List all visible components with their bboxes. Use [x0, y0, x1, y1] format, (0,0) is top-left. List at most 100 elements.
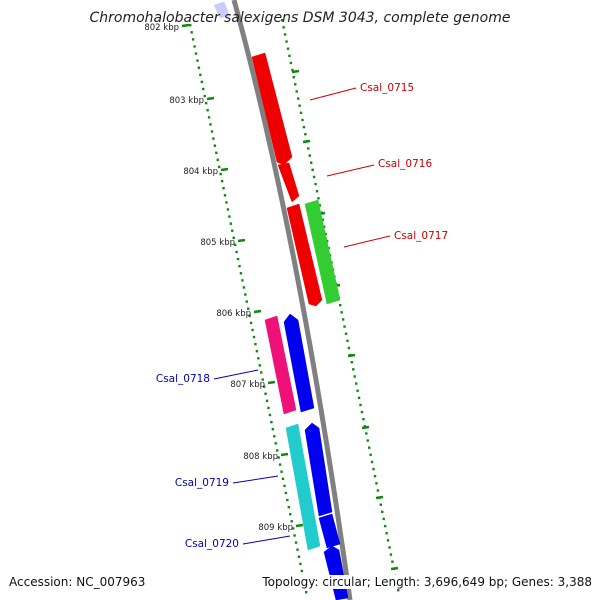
tick-dot	[292, 76, 295, 79]
tick-dot	[350, 361, 353, 364]
tick-dot	[302, 125, 306, 129]
tick-dot	[366, 439, 369, 442]
tick-dot	[312, 175, 316, 179]
tick-dot	[265, 399, 269, 403]
major-tick	[280, 452, 289, 457]
tick-dot	[191, 38, 195, 41]
tick-dot	[245, 300, 248, 303]
gene-label-leader	[242, 535, 291, 545]
topology-text: Topology: circular; Length: 3,696,649 bp…	[262, 575, 592, 589]
gene-label[interactable]: Csal_0715	[360, 82, 414, 94]
major-tick	[291, 69, 300, 74]
tick-dot	[260, 371, 263, 374]
tick-dot	[282, 26, 285, 29]
tick-dot	[242, 286, 246, 289]
tick-dot	[261, 378, 264, 381]
tick-label: 807 kbp	[230, 380, 265, 390]
tick-dot	[284, 491, 288, 495]
tick-dot	[216, 158, 219, 162]
gene-label[interactable]: Csal_0717	[394, 230, 448, 242]
tick-dot	[252, 335, 256, 339]
tick-dot	[301, 118, 304, 122]
tick-dot	[362, 418, 365, 421]
tick-dot	[213, 144, 217, 147]
tick-dot	[288, 54, 291, 58]
tick-dot	[354, 382, 358, 385]
tick-dot	[291, 527, 295, 530]
tick-dot	[299, 111, 303, 115]
tick-label: 806 kbp	[216, 309, 251, 319]
tick-dot	[346, 339, 349, 343]
tick-dot	[244, 293, 247, 296]
tick-dot	[276, 449, 279, 452]
tick-dot	[271, 427, 275, 431]
tick-dot	[255, 350, 259, 353]
tick-dot	[231, 229, 234, 232]
tick-dot	[222, 187, 225, 190]
gene-blue-3	[318, 513, 341, 549]
tick-dot	[357, 396, 361, 400]
tick-dot	[315, 190, 319, 193]
tick-dot	[289, 61, 293, 65]
tick-dot	[295, 90, 298, 93]
gene-csal-0715	[251, 52, 293, 166]
tick-dot	[296, 97, 300, 100]
tick-dot	[353, 375, 356, 378]
accession-text: Accession: NC_007963	[9, 575, 146, 589]
tick-dot	[340, 311, 343, 314]
gene-label[interactable]: Csal_0719	[175, 477, 229, 489]
tick-dot	[372, 467, 375, 471]
tick-label: 802 kbp	[144, 23, 179, 33]
tick-dot	[294, 83, 297, 86]
backbone-track	[231, 0, 353, 600]
tick-dot	[262, 385, 266, 388]
gene-label[interactable]: Csal_0720	[185, 538, 239, 550]
tick-dot	[294, 541, 298, 544]
tick-dot	[270, 420, 273, 424]
tick-dot	[264, 392, 267, 395]
tick-dot	[200, 80, 203, 84]
tick-dot	[241, 279, 244, 282]
tick-dot	[199, 73, 202, 77]
tick-dot	[383, 524, 387, 528]
tick-dot	[206, 109, 209, 112]
tick-label: 809 kbp	[258, 523, 293, 533]
gene-label-leader	[213, 369, 259, 380]
tick-dot	[359, 403, 362, 407]
tick-dot	[344, 332, 348, 335]
tick-dot	[281, 477, 285, 480]
tick-dot	[207, 116, 211, 119]
gene-csal-0716	[277, 162, 300, 203]
gene-csal-0719	[285, 423, 321, 551]
tick-dot	[210, 130, 214, 133]
tick-dot	[193, 45, 196, 48]
tick-dot	[267, 406, 270, 410]
tick-dot	[238, 264, 241, 268]
tick-dot	[202, 87, 205, 91]
tick-dot	[204, 101, 208, 105]
tick-dot	[289, 513, 292, 516]
tick-dot	[323, 225, 326, 229]
tick-dot	[381, 510, 384, 514]
tick-dot	[283, 33, 287, 36]
label-layer: Csal_0715 Csal_0716 Csal_0717 Csal_0718 Csal…	[156, 82, 448, 550]
tick-dot	[388, 546, 391, 549]
tick-dot	[225, 201, 228, 204]
tick-dot	[296, 548, 299, 551]
tick-dot	[212, 137, 215, 140]
major-tick	[375, 495, 384, 500]
tick-dot	[339, 304, 342, 307]
tick-dot	[365, 432, 368, 435]
inner-tick-track	[189, 24, 308, 594]
gene-label[interactable]: Csal_0718	[156, 373, 210, 385]
tick-dot	[343, 325, 346, 328]
gene-label-leader	[309, 87, 357, 101]
tick-dot	[368, 446, 371, 449]
major-tick	[253, 309, 262, 314]
feature-track	[213, 1, 349, 600]
gene-label[interactable]: Csal_0716	[378, 158, 432, 170]
tick-dot	[236, 257, 240, 261]
tick-dot	[382, 517, 385, 521]
tick-dot	[290, 520, 293, 523]
tick-dot	[239, 272, 243, 275]
